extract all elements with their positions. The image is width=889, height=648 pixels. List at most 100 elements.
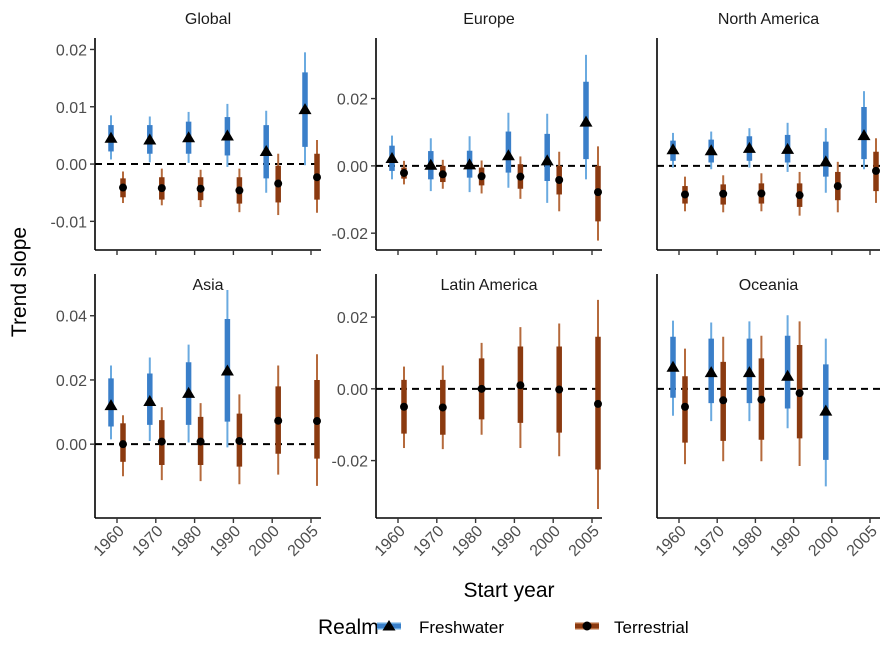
point-circle — [400, 168, 408, 177]
y-tick-label: -0.02 — [332, 454, 369, 471]
freshwater-estimate-2005 — [298, 52, 312, 166]
point-circle — [274, 179, 283, 188]
panels-layer: Global -0.01 0.00 0.01 0.02 Europe -0.02 0.00 0.… — [51, 11, 881, 560]
terrestrial-estimate-2005 — [594, 146, 602, 241]
x-tick-label: 1980 — [729, 523, 766, 560]
x-axis-label: Start year — [463, 579, 554, 602]
freshwater-estimate-2000 — [819, 128, 833, 193]
freshwater-estimate-2000 — [259, 110, 273, 193]
freshwater-estimate-1980 — [182, 111, 196, 163]
freshwater-estimate-1970 — [143, 357, 157, 441]
terrestrial-estimate-2000 — [833, 161, 842, 213]
terrestrial-estimate-1990 — [795, 321, 804, 466]
panel-title-asia: Asia — [192, 277, 223, 294]
point-circle — [235, 436, 244, 445]
freshwater-estimate-1960 — [666, 320, 680, 416]
point-circle — [274, 416, 283, 425]
point-circle — [757, 395, 766, 404]
panel-title-latin-america: Latin America — [441, 277, 538, 294]
freshwater-estimate-1970 — [704, 322, 718, 422]
panel-latin-america: Latin America -0.02 0.00 0.02 1960 1970 1980 19… — [332, 274, 603, 560]
point-triangle — [501, 149, 515, 161]
point-triangle — [540, 154, 554, 166]
point-circle — [477, 384, 486, 393]
freshwater-estimate-2000 — [540, 113, 554, 203]
point-circle — [157, 437, 166, 446]
x-tick-label: 2000 — [805, 523, 842, 560]
terrestrial-estimate-2000 — [274, 153, 283, 216]
point-circle — [719, 396, 728, 405]
point-triangle — [259, 144, 273, 156]
terrestrial-estimate-1960 — [119, 415, 127, 477]
terrestrial-estimate-1970 — [157, 168, 166, 206]
point-circle — [438, 170, 447, 179]
x-tick-label: 1960 — [91, 523, 128, 560]
point-triangle — [742, 366, 756, 378]
terrestrial-estimate-1990 — [235, 394, 244, 485]
point-circle — [795, 389, 804, 398]
point-circle — [516, 172, 525, 181]
point-triangle — [819, 404, 833, 416]
y-tick-label: 0.04 — [56, 309, 87, 326]
point-circle — [555, 176, 564, 185]
x-tick-label: 1980 — [168, 523, 205, 560]
x-tick-label: 1990 — [767, 523, 804, 560]
x-tick-label: 1960 — [372, 523, 409, 560]
legend-title: Realm — [318, 616, 379, 639]
y-axis-label: Trend slope — [8, 227, 31, 337]
panel-title-oceania: Oceania — [739, 277, 799, 294]
terrestrial-estimate-1990 — [795, 171, 804, 216]
point-triangle — [666, 143, 680, 155]
terrestrial-estimate-1970 — [438, 365, 447, 450]
terrestrial-estimate-2005 — [313, 354, 321, 486]
freshwater-estimate-1980 — [742, 321, 756, 422]
point-triangle — [385, 151, 399, 163]
freshwater-estimate-1960 — [666, 132, 680, 168]
point-circle — [833, 182, 842, 191]
terrestrial-estimate-1990 — [516, 327, 525, 449]
x-tick-label: 1980 — [449, 523, 486, 560]
terrestrial-estimate-1980 — [196, 169, 205, 208]
freshwater-estimate-2005 — [579, 54, 593, 180]
y-tick-label: 0.02 — [337, 310, 368, 327]
legend: Realm Freshwater Terrestrial — [318, 616, 689, 639]
point-triangle — [463, 158, 477, 170]
x-tick-label: 1970 — [691, 523, 728, 560]
terrestrial-estimate-2000 — [274, 365, 283, 475]
freshwater-estimate-1960 — [104, 115, 118, 160]
terrestrial-estimate-2005 — [594, 299, 602, 510]
x-tick-label: 1990 — [488, 523, 525, 560]
point-triangle — [424, 158, 438, 170]
terrestrial-estimate-1980 — [757, 173, 766, 212]
point-circle — [196, 184, 205, 193]
point-circle — [477, 172, 486, 181]
x-tick-label: 2000 — [527, 523, 564, 560]
x-tick-label: 2005 — [844, 523, 881, 560]
point-circle — [235, 186, 244, 195]
freshwater-estimate-1970 — [704, 131, 718, 170]
y-tick-label: 0.01 — [56, 100, 87, 117]
point-triangle — [104, 131, 118, 143]
freshwater-estimate-1980 — [742, 128, 756, 168]
terrestrial-estimate-1970 — [438, 159, 447, 189]
x-tick-label: 2005 — [566, 523, 603, 560]
terrestrial-estimate-2005 — [872, 138, 880, 203]
point-circle — [400, 402, 408, 411]
point-triangle — [781, 142, 795, 154]
point-circle — [157, 184, 166, 193]
point-circle — [119, 440, 127, 449]
x-tick-label: 2000 — [246, 523, 283, 560]
point-triangle — [182, 386, 196, 398]
point-circle — [438, 403, 447, 412]
legend-label-terrestrial: Terrestrial — [614, 618, 689, 637]
panel-title-europe: Europe — [463, 11, 515, 28]
panel-title-global: Global — [185, 11, 231, 28]
point-triangle — [781, 369, 795, 381]
freshwater-estimate-1990 — [781, 315, 795, 429]
freshwater-estimate-1980 — [463, 136, 477, 193]
terrestrial-estimate-1960 — [400, 160, 408, 185]
freshwater-estimate-1980 — [182, 344, 196, 443]
point-circle — [594, 399, 602, 408]
